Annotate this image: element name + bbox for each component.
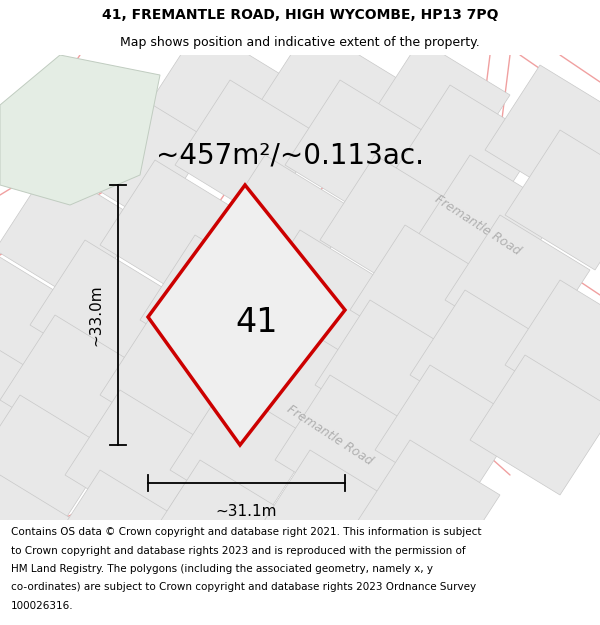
Polygon shape bbox=[285, 80, 430, 220]
Polygon shape bbox=[145, 25, 290, 165]
Polygon shape bbox=[255, 25, 400, 165]
Polygon shape bbox=[255, 450, 400, 590]
Polygon shape bbox=[0, 320, 40, 460]
Polygon shape bbox=[485, 65, 600, 205]
Text: HM Land Registry. The polygons (including the associated geometry, namely x, y: HM Land Registry. The polygons (includin… bbox=[11, 564, 433, 574]
Polygon shape bbox=[45, 470, 190, 610]
Polygon shape bbox=[320, 155, 465, 295]
Polygon shape bbox=[470, 355, 600, 495]
Polygon shape bbox=[65, 390, 210, 530]
Polygon shape bbox=[0, 55, 160, 205]
Text: 41, FREMANTLE ROAD, HIGH WYCOMBE, HP13 7PQ: 41, FREMANTLE ROAD, HIGH WYCOMBE, HP13 7… bbox=[102, 8, 498, 22]
Polygon shape bbox=[145, 460, 290, 600]
Polygon shape bbox=[210, 305, 355, 445]
Polygon shape bbox=[245, 230, 390, 370]
Text: ~33.0m: ~33.0m bbox=[89, 284, 104, 346]
Polygon shape bbox=[275, 375, 420, 515]
Polygon shape bbox=[175, 80, 320, 220]
Polygon shape bbox=[415, 155, 560, 295]
Polygon shape bbox=[100, 160, 245, 300]
Polygon shape bbox=[100, 310, 245, 450]
Polygon shape bbox=[315, 300, 460, 440]
Polygon shape bbox=[148, 185, 345, 445]
Polygon shape bbox=[170, 385, 315, 525]
Polygon shape bbox=[65, 85, 210, 225]
Polygon shape bbox=[350, 225, 495, 365]
Text: co-ordinates) are subject to Crown copyright and database rights 2023 Ordnance S: co-ordinates) are subject to Crown copyr… bbox=[11, 582, 476, 592]
Text: Contains OS data © Crown copyright and database right 2021. This information is : Contains OS data © Crown copyright and d… bbox=[11, 528, 481, 538]
Polygon shape bbox=[0, 315, 145, 455]
Polygon shape bbox=[140, 235, 285, 375]
Polygon shape bbox=[0, 395, 110, 535]
Polygon shape bbox=[395, 85, 540, 225]
Text: Fremantle Road: Fremantle Road bbox=[284, 402, 376, 468]
Polygon shape bbox=[410, 290, 555, 430]
Text: Map shows position and indicative extent of the property.: Map shows position and indicative extent… bbox=[120, 36, 480, 49]
Polygon shape bbox=[375, 365, 520, 505]
Polygon shape bbox=[0, 165, 140, 305]
Polygon shape bbox=[0, 400, 10, 540]
Polygon shape bbox=[505, 280, 600, 420]
Polygon shape bbox=[0, 475, 90, 615]
Text: ~457m²/~0.113ac.: ~457m²/~0.113ac. bbox=[156, 141, 424, 169]
Text: to Crown copyright and database rights 2023 and is reproduced with the permissio: to Crown copyright and database rights 2… bbox=[11, 546, 466, 556]
Polygon shape bbox=[30, 240, 175, 380]
Polygon shape bbox=[505, 130, 600, 270]
Polygon shape bbox=[445, 215, 590, 355]
Polygon shape bbox=[355, 440, 500, 580]
Polygon shape bbox=[365, 40, 510, 180]
Text: 41: 41 bbox=[235, 306, 278, 339]
Polygon shape bbox=[0, 245, 70, 385]
Text: Fremantle Road: Fremantle Road bbox=[433, 192, 523, 258]
Polygon shape bbox=[210, 155, 355, 295]
Text: ~31.1m: ~31.1m bbox=[216, 504, 277, 519]
Text: 100026316.: 100026316. bbox=[11, 601, 73, 611]
